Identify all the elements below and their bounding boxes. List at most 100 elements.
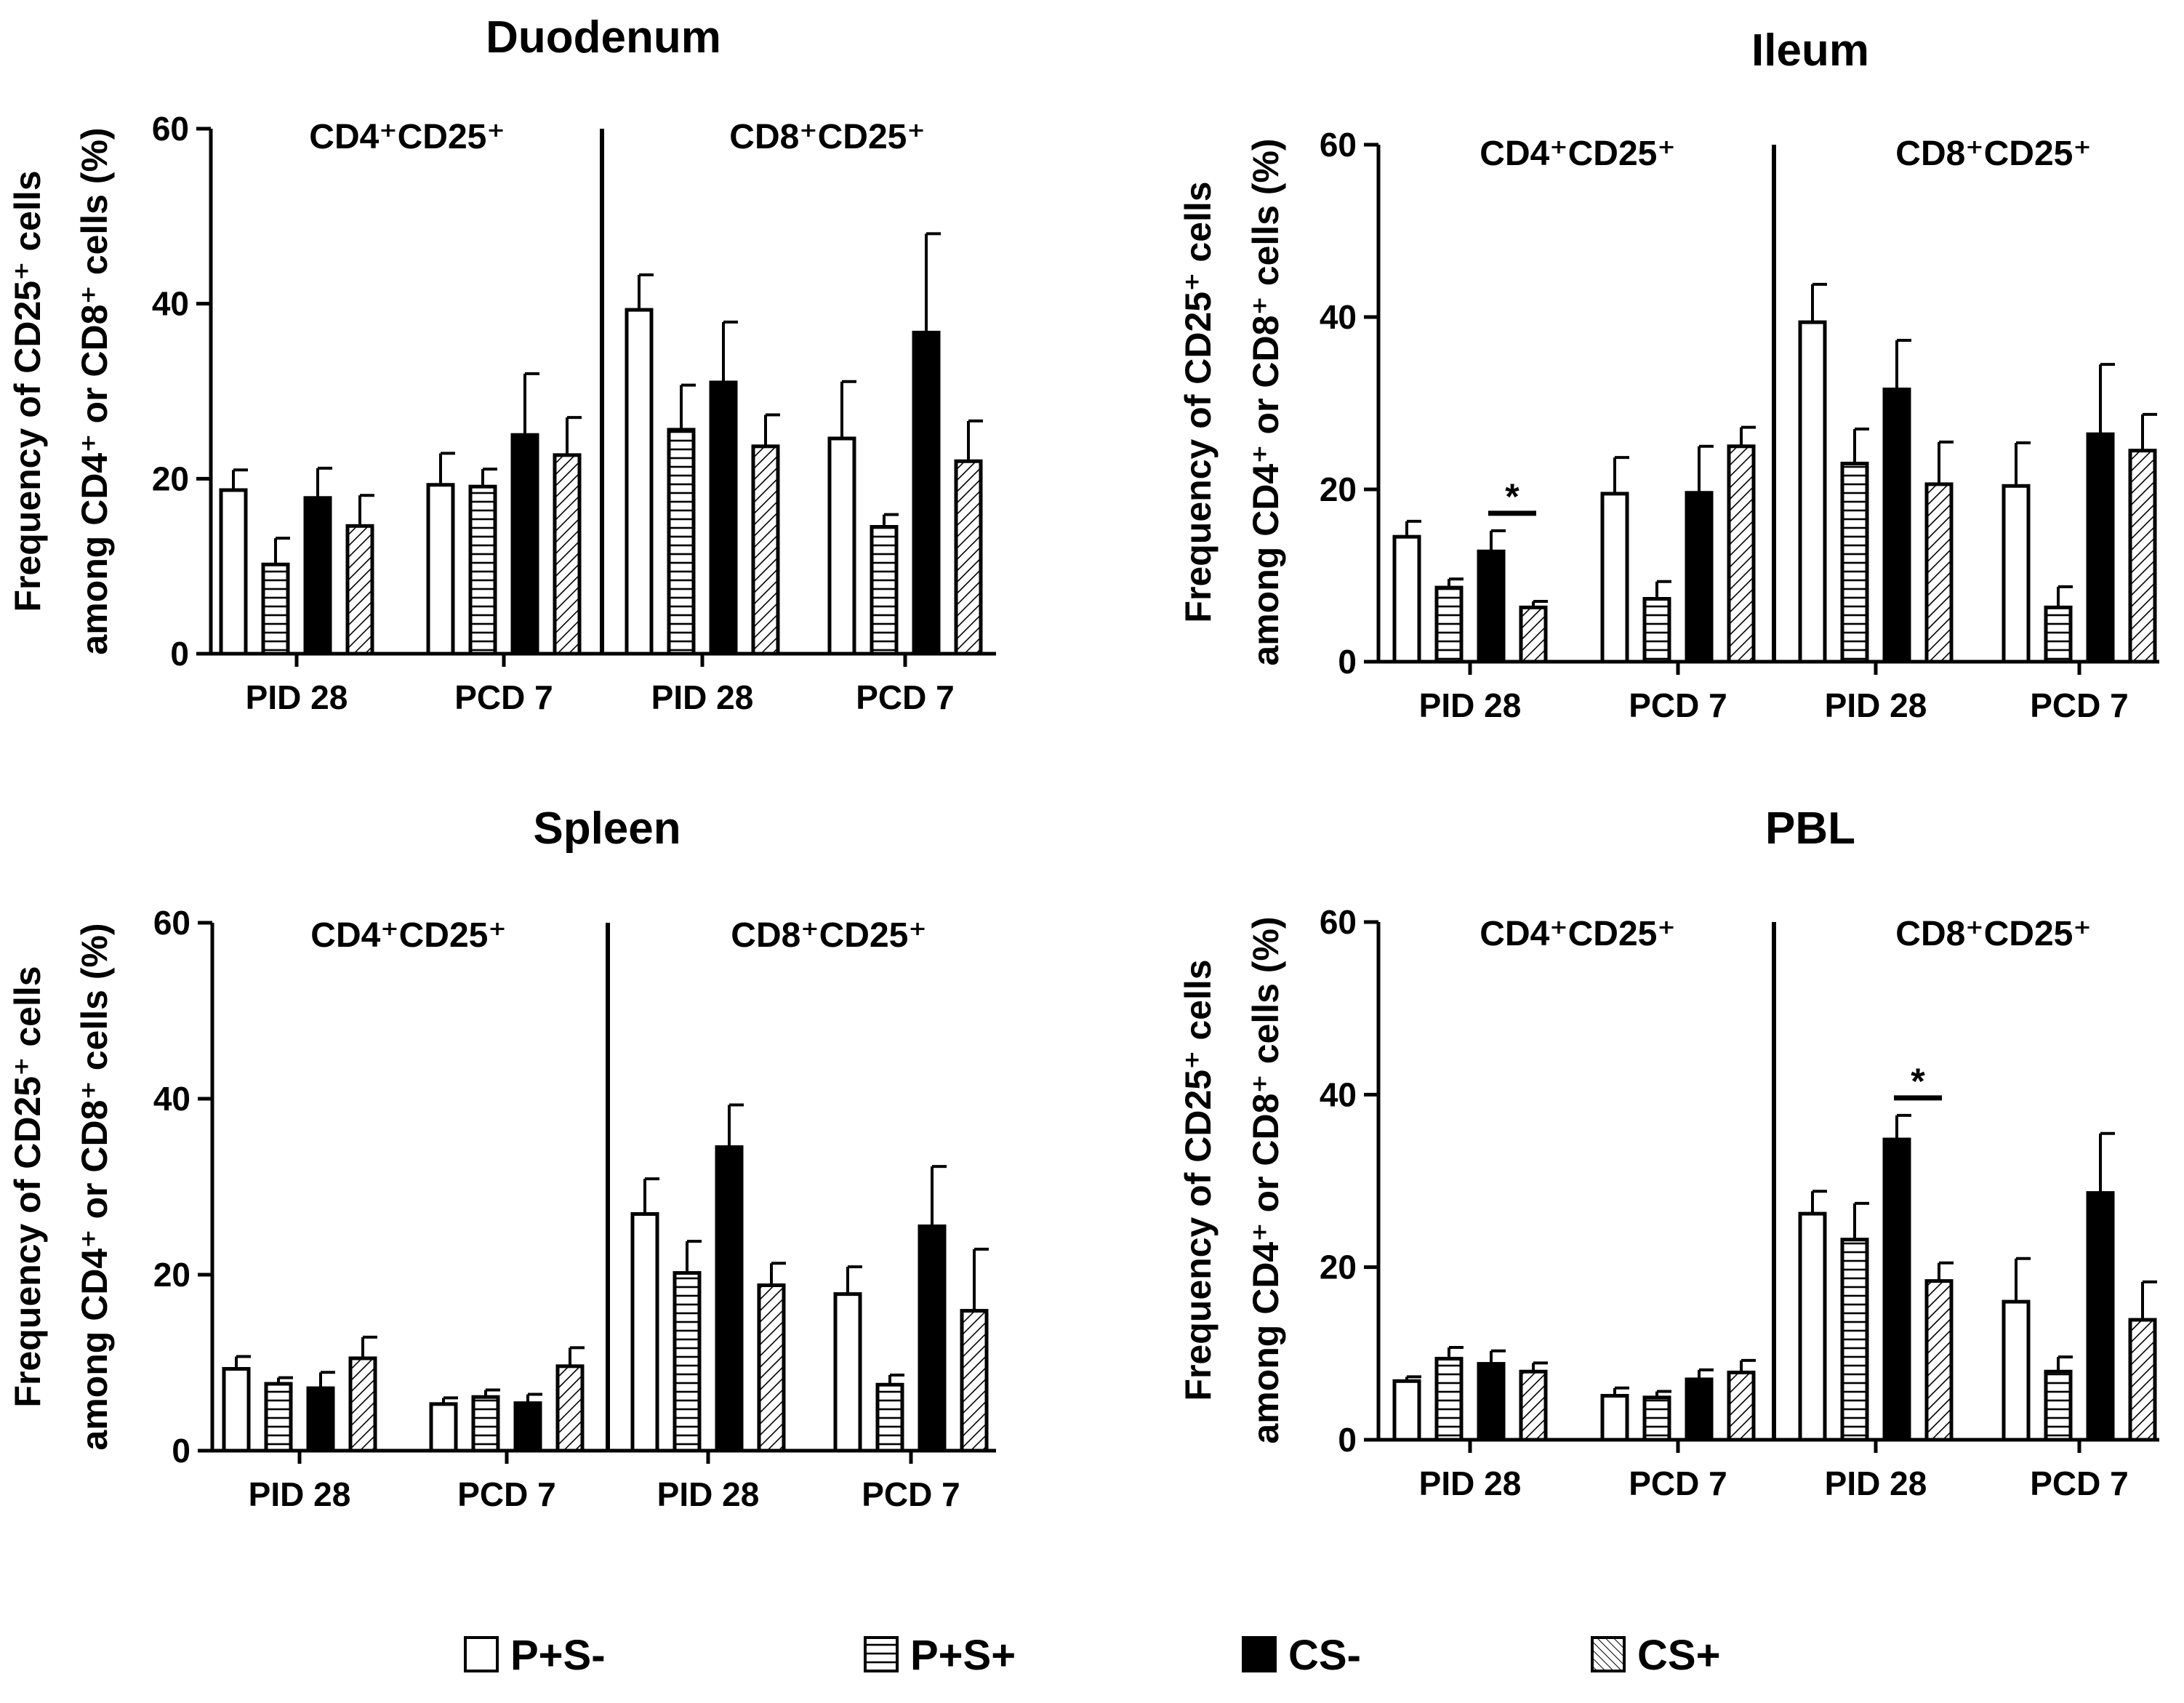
y-tick-label: 0: [1338, 1421, 1357, 1459]
x-tick-label: PID 28: [1825, 1464, 1927, 1502]
x-tick-label: PCD 7: [457, 1475, 555, 1513]
y-axis-label-line2: among CD4⁺ or CD8⁺ cells (%): [74, 127, 115, 654]
bar-p-s-plus: [1840, 461, 1869, 664]
bar-cs-plus: [954, 459, 983, 656]
bar-cs-plus: [2128, 449, 2157, 664]
legend-label-cs-plus: CS+: [1637, 1632, 1720, 1679]
panel-label: CD8⁺CD25⁺: [731, 916, 926, 955]
bar-cs-minus: [513, 1401, 542, 1453]
y-axis-label-line2: among CD4⁺ or CD8⁺ cells (%): [1245, 916, 1286, 1443]
bar-p-s-minus: [630, 1212, 659, 1453]
bar-cs-minus: [912, 330, 941, 656]
bar-p-s-plus: [1434, 1356, 1464, 1442]
bar-cs-plus: [555, 1364, 585, 1453]
y-axis-label-line1: Frequency of CD25⁺ cells: [1178, 181, 1219, 622]
bar-p-s-plus: [1642, 596, 1671, 664]
panel-label: CD4⁺CD25⁺: [1480, 135, 1675, 173]
chart-title: Ileum: [1751, 25, 1869, 76]
bar-cs-minus: [2086, 1191, 2115, 1442]
bar-cs-minus: [303, 496, 332, 656]
y-tick-label: 60: [153, 904, 190, 942]
y-tick-label: 20: [1320, 1249, 1357, 1286]
bar-p-s-plus: [468, 484, 497, 656]
y-tick-label: 0: [172, 1432, 190, 1470]
y-tick-label: 20: [1320, 470, 1357, 508]
bar-cs-plus: [751, 444, 780, 656]
bar-cs-plus: [1924, 1279, 1954, 1442]
x-tick-label: PCD 7: [1629, 686, 1727, 724]
bar-p-s-minus: [833, 1292, 862, 1453]
bar-cs-plus: [348, 1356, 377, 1453]
bar-cs-plus: [345, 524, 374, 656]
x-tick-label: PID 28: [249, 1475, 351, 1513]
bar-p-s-plus: [261, 562, 290, 656]
bar-cs-plus: [1727, 444, 1756, 664]
significance-star: *: [1505, 476, 1519, 517]
bar-p-s-plus: [471, 1395, 500, 1453]
bar-cs-minus: [1477, 549, 1506, 664]
y-tick-label: 40: [153, 1080, 190, 1118]
x-tick-label: PID 28: [1419, 686, 1522, 724]
y-axis-label-line1: Frequency of CD25⁺ cells: [7, 170, 48, 612]
chart-title: Duodenum: [486, 12, 721, 63]
bar-p-s-minus: [219, 488, 248, 656]
x-tick-label: PCD 7: [454, 678, 553, 716]
x-tick-label: PID 28: [657, 1475, 760, 1513]
legend-swatch-cs-minus: [1242, 1636, 1277, 1672]
bar-p-s-plus: [2044, 605, 2073, 664]
y-axis-label-line2: among CD4⁺ or CD8⁺ cells (%): [1245, 138, 1286, 665]
significance-star: *: [1911, 1061, 1925, 1102]
x-tick-label: PID 28: [1419, 1464, 1522, 1502]
panel-label: CD8⁺CD25⁺: [1895, 915, 2091, 953]
bar-cs-minus: [1477, 1362, 1506, 1442]
chart-pbl: PBL Frequency of CD25⁺ cells among CD4⁺ or…: [1178, 804, 2159, 1502]
x-tick-label: PCD 7: [2030, 1464, 2128, 1502]
panel-label: CD4⁺CD25⁺: [309, 118, 505, 156]
bar-cs-plus: [1727, 1370, 1756, 1442]
x-tick-label: PCD 7: [862, 1475, 960, 1513]
bar-cs-minus: [2086, 432, 2115, 664]
bar-p-s-minus: [1392, 534, 1421, 664]
y-tick-label: 60: [1320, 126, 1357, 164]
y-tick-label: 40: [152, 285, 189, 323]
bar-p-s-plus: [673, 1271, 702, 1453]
bar-cs-minus: [918, 1224, 947, 1453]
y-axis-label-line1: Frequency of CD25⁺ cells: [7, 966, 48, 1407]
chart-spleen: Spleen Frequency of CD25⁺ cells among CD4⁺…: [7, 804, 996, 1513]
y-tick-label: 60: [1320, 903, 1357, 941]
bar-cs-plus: [553, 453, 582, 656]
bar-cs-plus: [1924, 482, 1954, 664]
bar-p-s-minus: [1600, 492, 1629, 664]
bar-p-s-plus: [1434, 585, 1464, 664]
x-tick-label: PCD 7: [1629, 1464, 1727, 1502]
bar-p-s-plus: [264, 1382, 293, 1453]
y-tick-label: 20: [152, 460, 189, 497]
legend-swatch-p-s-plus: [864, 1636, 899, 1672]
bar-cs-minus: [510, 433, 539, 656]
chart-title: Spleen: [533, 804, 681, 854]
bar-p-s-plus: [1642, 1395, 1671, 1442]
bar-cs-minus: [1882, 388, 1911, 664]
bar-cs-plus: [757, 1283, 786, 1453]
legend-swatch-cs-plus: [1591, 1636, 1626, 1672]
panel-label: CD4⁺CD25⁺: [310, 916, 506, 955]
bar-cs-minus: [1685, 491, 1714, 664]
bar-cs-minus: [306, 1386, 335, 1453]
legend-label-cs-minus: CS-: [1288, 1632, 1361, 1679]
bar-cs-minus: [715, 1145, 744, 1453]
bar-p-s-plus: [870, 525, 899, 656]
x-tick-label: PCD 7: [856, 678, 954, 716]
y-tick-label: 20: [153, 1256, 190, 1294]
legend: P+S- P+S+ CS- CS+: [464, 1632, 1720, 1679]
bar-p-s-plus: [667, 428, 696, 656]
y-tick-label: 40: [1320, 1075, 1357, 1113]
panel-label: CD8⁺CD25⁺: [1895, 135, 2091, 173]
bar-p-s-plus: [2044, 1369, 2073, 1442]
panel-label: CD8⁺CD25⁺: [729, 118, 925, 156]
bar-p-s-minus: [1798, 320, 1827, 664]
bar-cs-minus: [1685, 1377, 1714, 1442]
chart-duodenum: Duodenum Frequency of CD25⁺ cells among CD…: [7, 12, 996, 716]
bar-p-s-minus: [1392, 1379, 1421, 1442]
x-tick-label: PID 28: [651, 678, 754, 716]
